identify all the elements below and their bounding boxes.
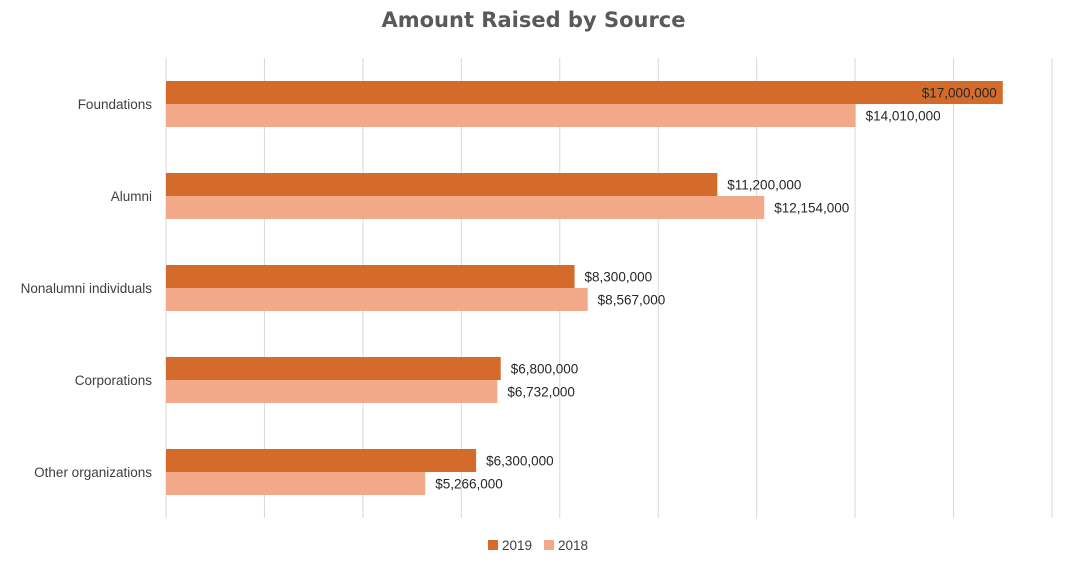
category-label: Other organizations xyxy=(34,465,152,480)
data-label: $14,010,000 xyxy=(866,109,941,124)
legend-swatch-2018 xyxy=(544,540,554,550)
bar-2018 xyxy=(166,380,498,403)
bar-2019 xyxy=(166,265,575,288)
data-label: $12,154,000 xyxy=(774,201,849,216)
bar-2018 xyxy=(166,104,856,127)
data-label: $6,800,000 xyxy=(511,362,579,377)
data-label: $11,200,000 xyxy=(727,178,801,193)
data-label: $17,000,000 xyxy=(922,86,997,101)
legend-label-2019: 2019 xyxy=(502,538,532,553)
legend-swatch-2019 xyxy=(488,540,498,550)
bar-2019 xyxy=(166,173,718,196)
data-label: $8,567,000 xyxy=(598,293,666,308)
legend-label-2018: 2018 xyxy=(558,538,588,553)
data-label: $8,300,000 xyxy=(585,270,653,285)
category-label: Alumni xyxy=(111,189,152,204)
bar-2019 xyxy=(166,81,1003,104)
bar-2019 xyxy=(166,357,501,380)
data-label: $6,300,000 xyxy=(486,454,554,469)
bar-2019 xyxy=(166,449,477,472)
chart-title: Amount Raised by Source xyxy=(381,8,686,32)
data-label: $5,266,000 xyxy=(435,477,503,492)
category-label: Foundations xyxy=(78,97,153,112)
bar-2018 xyxy=(166,472,426,495)
data-label: $6,732,000 xyxy=(507,385,575,400)
category-label: Nonalumni individuals xyxy=(21,281,153,296)
category-label: Corporations xyxy=(75,373,153,388)
bar-2018 xyxy=(166,288,588,311)
bar-2018 xyxy=(166,196,765,219)
